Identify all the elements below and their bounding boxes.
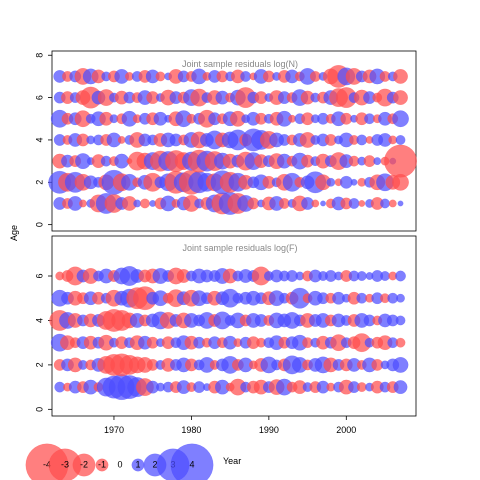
y-tick-label: 8 xyxy=(34,53,44,58)
legend-label: -3 xyxy=(61,459,69,469)
residual-bubble xyxy=(350,178,358,186)
legend-label: 1 xyxy=(135,459,140,469)
x-tick-label: 1980 xyxy=(181,425,201,435)
x-axis-label: Year xyxy=(223,456,241,466)
legend-label: -2 xyxy=(80,459,88,469)
residual-bubble xyxy=(117,136,126,144)
residual-bubble xyxy=(397,200,404,207)
residual-bubble xyxy=(348,198,360,209)
y-tick-label: 0 xyxy=(34,407,44,412)
y-tick-label: 0 xyxy=(34,222,44,227)
residual-bubble xyxy=(393,90,408,105)
panel-frame-logN xyxy=(51,50,417,232)
legend-bubble xyxy=(95,458,109,472)
residual-bubble xyxy=(395,135,406,145)
y-axis-label: Age xyxy=(9,225,19,241)
residual-bubble xyxy=(320,200,326,207)
bubble-layer xyxy=(48,65,417,401)
y-tick-label: 4 xyxy=(34,137,44,142)
residual-bubble xyxy=(392,356,409,373)
residual-bubble xyxy=(240,71,252,82)
x-tick-label: 1970 xyxy=(104,425,124,435)
residual-bubble xyxy=(311,199,320,208)
legend-bubble xyxy=(72,453,96,477)
y-tick-label: 6 xyxy=(34,273,44,278)
legend-label: -1 xyxy=(98,459,106,469)
panel-title-logN: Joint sample residuals log(N) xyxy=(182,59,298,69)
legend-label: -4 xyxy=(43,459,51,469)
residual-bubble xyxy=(133,199,142,208)
residual-bubble xyxy=(79,199,87,208)
residual-bubble xyxy=(388,199,397,208)
y-tick-label: 2 xyxy=(34,180,44,185)
legend-label: 2 xyxy=(152,459,157,469)
legend-label: 4 xyxy=(189,459,194,469)
legend: -4-3-2-101234 xyxy=(25,443,214,480)
residual-bubble xyxy=(356,134,368,146)
residual-bubble xyxy=(356,271,367,281)
residual-bubble xyxy=(395,337,406,348)
residual-bubble xyxy=(384,144,417,178)
residual-bubble xyxy=(395,270,406,282)
residual-bubble xyxy=(380,271,390,281)
y-tick-label: 4 xyxy=(34,318,44,323)
panel-title-logF: Joint sample residuals log(F) xyxy=(182,243,297,253)
y-tick-label: 2 xyxy=(34,362,44,367)
residual-bubble xyxy=(393,69,408,84)
legend-label: 0 xyxy=(117,459,122,469)
x-tick-label: 1990 xyxy=(259,425,279,435)
residual-bubble xyxy=(140,198,150,209)
residual-bubble xyxy=(155,71,166,82)
residual-bubble xyxy=(393,380,408,395)
residual-bubble xyxy=(392,110,409,128)
residual-bubble xyxy=(380,198,390,209)
residual-bubble xyxy=(326,177,336,187)
legend-bubble xyxy=(170,443,214,480)
y-tick-label: 6 xyxy=(34,95,44,100)
x-tick-label: 2000 xyxy=(336,425,356,435)
residual-bubble xyxy=(356,382,367,393)
residual-bubble xyxy=(358,200,366,207)
residual-bubble xyxy=(396,293,405,303)
residual-bubble xyxy=(395,315,406,326)
residual-bubble xyxy=(373,157,382,166)
residual-bubble xyxy=(339,175,353,189)
